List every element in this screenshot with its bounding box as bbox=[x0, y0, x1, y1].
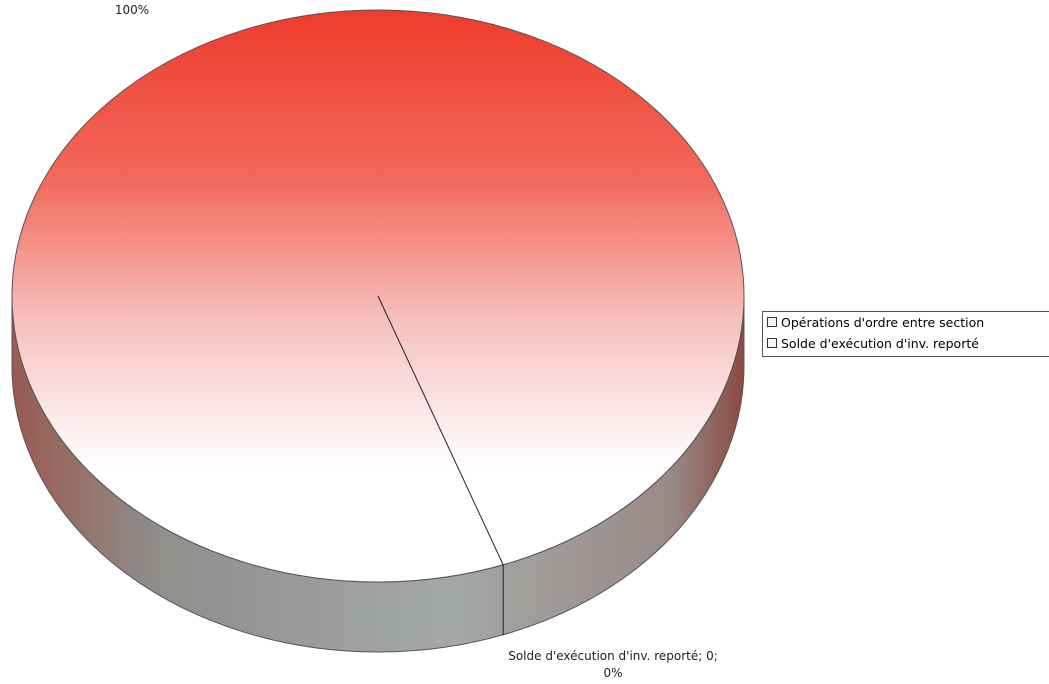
legend-label: Opérations d'ordre entre section bbox=[781, 315, 985, 330]
legend-swatch bbox=[767, 338, 777, 348]
value-label: Solde d'exécution d'inv. reporté; 0; 0% bbox=[508, 649, 718, 680]
legend-item: Solde d'exécution d'inv. reporté bbox=[763, 333, 1049, 354]
legend-swatch bbox=[767, 317, 777, 327]
legend: Opérations d'ordre entre section Solde d'… bbox=[762, 311, 1049, 357]
pie-slice bbox=[377, 295, 504, 635]
legend-label: Solde d'exécution d'inv. reporté bbox=[781, 336, 979, 351]
pie bbox=[11, 9, 745, 653]
value-label: 100% bbox=[114, 3, 150, 17]
legend-item: Opérations d'ordre entre section bbox=[763, 312, 1049, 333]
